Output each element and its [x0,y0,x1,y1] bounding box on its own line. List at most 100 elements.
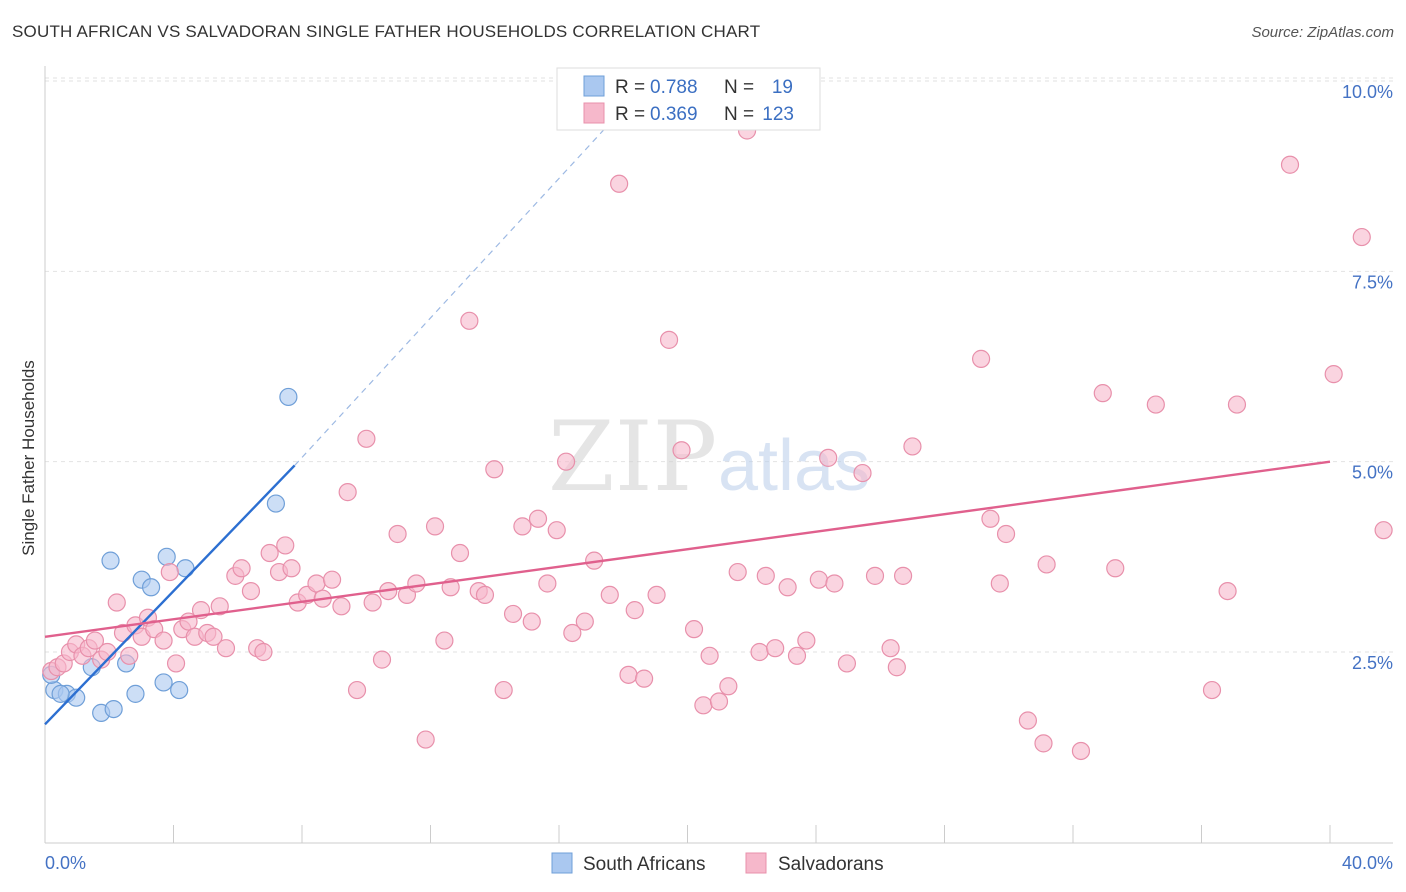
point-salvadoran-18 [160,562,179,582]
point-salvadoran-90 [778,578,797,597]
point-salvadoran-82 [700,646,719,665]
point-salvadoran-36 [282,559,301,578]
bottom-legend-swatch-salvadorans [745,852,767,874]
point-salvadoran-33 [260,543,279,563]
chart-title: SOUTH AFRICAN VS SALVADORAN SINGLE FATHE… [12,22,761,41]
point-salvadoran-70 [575,612,594,631]
point-salvadoran-83 [709,692,729,711]
point-salvadoran-35 [276,536,295,555]
point-salvadoran-120 [1374,521,1393,540]
point-south-african-6 [104,699,123,719]
point-salvadoran-52 [416,730,435,749]
point-salvadoran-78 [659,330,679,349]
point-salvadoran-72 [600,585,619,605]
y-tick-label-1: 5.0% [1352,463,1393,483]
point-salvadoran-88 [756,566,775,585]
point-salvadoran-42 [332,597,351,616]
point-salvadoran-43 [338,483,357,502]
point-south-african-15 [266,494,286,513]
legend-swatch-south-africans [583,75,605,97]
point-south-african-5 [101,551,120,570]
point-salvadoran-94 [819,448,838,467]
point-salvadoran-57 [460,311,479,330]
y-tick-labels: 2.5% 5.0% 7.5% 10.0% [1342,82,1393,673]
point-salvadoran-89 [766,639,785,658]
point-salvadoran-17 [154,631,173,650]
watermark-zip: ZIP [548,401,717,513]
bottom-legend-label-salvadorans: Salvadorans [778,854,884,875]
point-salvadoran-7 [85,631,105,650]
x-tick-label-1: 40.0% [1342,853,1393,873]
point-salvadoran-106 [996,524,1016,544]
point-salvadoran-115 [1218,581,1237,601]
point-south-african-16 [279,387,298,407]
point-salvadoran-47 [372,650,392,669]
point-salvadoran-76 [634,669,654,688]
point-salvadoran-119 [1352,227,1371,247]
y-axis-label: Single Father Households [19,360,38,556]
watermark-atlas: atlas [718,426,870,506]
point-salvadoran-32 [254,642,273,662]
point-salvadoran-61 [494,680,513,700]
legend-n-value-2: 123 [762,104,794,125]
legend-r-value-2: 0.369 [650,104,698,125]
point-salvadoran-19 [166,654,186,673]
point-salvadoran-26 [210,597,229,616]
point-salvadoran-92 [797,631,816,650]
point-salvadoran-53 [425,517,445,536]
point-salvadoran-39 [307,574,326,593]
point-salvadoran-12 [120,646,139,665]
point-salvadoran-73 [610,174,629,193]
point-salvadoran-45 [357,429,376,448]
point-salvadoran-114 [1202,680,1222,700]
point-south-african-13 [170,680,189,700]
data-points [42,121,1393,761]
trend-line-south-africans [44,464,296,726]
correlation-legend: R = 0.788 N = 19 R = 0.369 N = 123 [556,67,821,131]
point-salvadoran-67 [547,521,566,540]
legend-n-label-2: N = [724,104,754,125]
point-salvadoran-113 [1146,395,1165,414]
point-salvadoran-49 [388,524,407,544]
point-salvadoran-93 [809,570,828,589]
point-salvadoran-84 [719,677,738,696]
point-salvadoran-27 [216,639,236,658]
point-salvadoran-77 [647,585,666,605]
point-south-african-8 [126,684,145,703]
point-south-african-12 [157,547,176,566]
point-salvadoran-10 [107,593,126,612]
point-south-african-18 [51,684,70,703]
legend-swatch-salvadorans [583,102,605,124]
point-salvadoran-110 [1071,741,1091,761]
point-salvadoran-95 [825,574,844,593]
legend-r-value-1: 0.788 [650,77,698,98]
x-tick-label-0: 0.0% [45,853,86,873]
point-salvadoran-116 [1227,395,1247,414]
point-salvadoran-118 [1324,365,1343,384]
point-salvadoran-64 [522,612,541,631]
point-salvadoran-63 [513,517,532,536]
point-salvadoran-87 [750,642,769,662]
y-tick-label-0: 2.5% [1352,653,1393,673]
point-salvadoran-30 [241,581,261,601]
point-salvadoran-99 [881,639,900,658]
bottom-legend-label-south-africans: South Africans [583,854,706,875]
point-salvadoran-104 [981,509,1000,528]
point-salvadoran-81 [694,696,713,715]
y-tick-label-2: 7.5% [1352,272,1393,292]
chart-source: Source: ZipAtlas.com [1251,24,1394,41]
point-salvadoran-74 [619,665,638,684]
point-salvadoran-103 [971,349,991,368]
point-salvadoran-41 [322,570,342,589]
x-tick-labels: 0.0% 40.0% [45,853,1393,873]
point-south-african-11 [154,673,173,692]
point-salvadoran-68 [556,452,576,471]
point-salvadoran-56 [450,543,470,563]
legend-n-value-1: 19 [772,77,793,98]
point-salvadoran-101 [893,566,913,585]
point-salvadoran-65 [528,509,548,528]
point-salvadoran-112 [1106,559,1125,578]
point-salvadoran-91 [787,646,807,665]
point-salvadoran-97 [853,463,872,483]
